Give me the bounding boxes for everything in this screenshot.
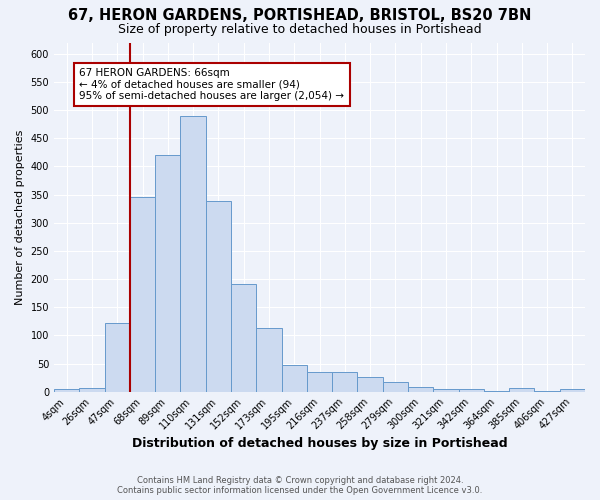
Bar bbox=[307, 372, 332, 392]
Text: Size of property relative to detached houses in Portishead: Size of property relative to detached ho… bbox=[118, 22, 482, 36]
Bar bbox=[79, 388, 104, 392]
Bar bbox=[181, 116, 206, 392]
Bar bbox=[231, 284, 256, 392]
Bar bbox=[332, 372, 358, 392]
Bar bbox=[256, 328, 281, 392]
Bar bbox=[206, 202, 231, 392]
Bar bbox=[104, 323, 130, 392]
Y-axis label: Number of detached properties: Number of detached properties bbox=[15, 130, 25, 305]
Bar bbox=[509, 388, 535, 392]
Text: 67, HERON GARDENS, PORTISHEAD, BRISTOL, BS20 7BN: 67, HERON GARDENS, PORTISHEAD, BRISTOL, … bbox=[68, 8, 532, 22]
Bar bbox=[458, 390, 484, 392]
X-axis label: Distribution of detached houses by size in Portishead: Distribution of detached houses by size … bbox=[132, 437, 508, 450]
Bar bbox=[130, 198, 155, 392]
Bar bbox=[383, 382, 408, 392]
Bar bbox=[433, 390, 458, 392]
Text: 67 HERON GARDENS: 66sqm
← 4% of detached houses are smaller (94)
95% of semi-det: 67 HERON GARDENS: 66sqm ← 4% of detached… bbox=[79, 68, 344, 101]
Bar bbox=[358, 377, 383, 392]
Bar bbox=[560, 390, 585, 392]
Bar bbox=[54, 389, 79, 392]
Bar bbox=[408, 386, 433, 392]
Bar bbox=[155, 155, 181, 392]
Bar bbox=[535, 390, 560, 392]
Bar bbox=[281, 364, 307, 392]
Bar bbox=[484, 390, 509, 392]
Text: Contains HM Land Registry data © Crown copyright and database right 2024.
Contai: Contains HM Land Registry data © Crown c… bbox=[118, 476, 482, 495]
